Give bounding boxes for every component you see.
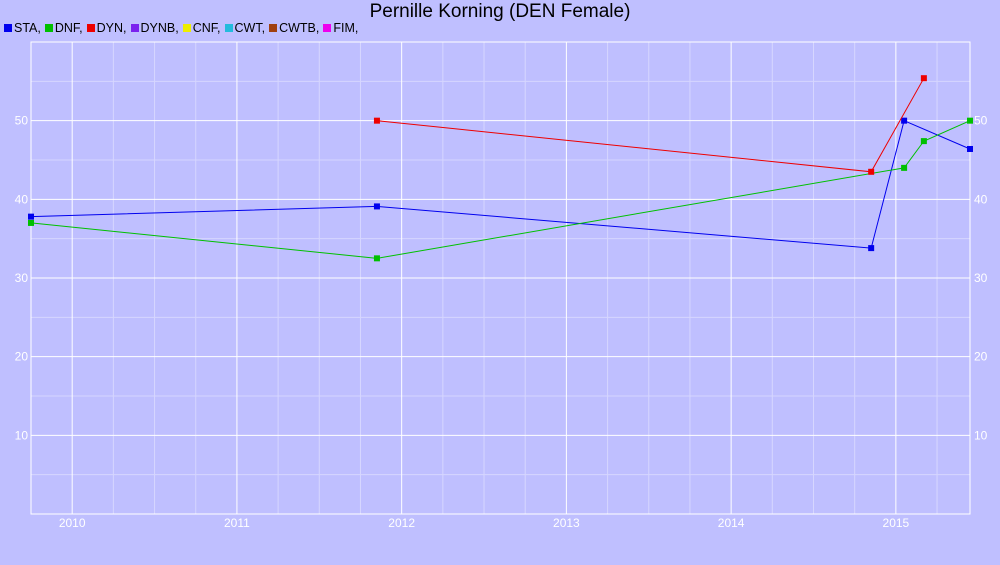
legend-item-cnf: CNF, (182, 21, 221, 35)
x-tick-label: 2015 (883, 516, 910, 530)
legend-label-cwt: CWT, (234, 21, 266, 35)
legend-swatch-cnf (182, 24, 191, 32)
data-point-dyn (868, 168, 875, 175)
data-point-dyn (920, 75, 927, 82)
legend-item-dynb: DYNB, (130, 21, 179, 35)
data-point-dnf (901, 164, 908, 171)
y-tick-label-right: 10 (974, 428, 988, 442)
legend: STA, DNF, DYN, DYNB, CNF, CWT, CWTB, FIM, (4, 21, 362, 35)
legend-swatch-fim (323, 24, 332, 32)
series-line-dnf (30, 120, 971, 259)
legend-label-sta: STA, (14, 21, 41, 35)
legend-label-dyn: DYN, (96, 21, 127, 35)
y-tick-label-right: 50 (974, 114, 988, 128)
legend-swatch-cwtb (269, 24, 278, 32)
y-tick-label-right: 20 (974, 350, 988, 364)
data-point-sta (373, 203, 380, 210)
data-point-dyn (373, 117, 380, 124)
legend-label-cnf: CNF, (192, 21, 221, 35)
data-point-dnf (920, 138, 927, 145)
data-point-sta (901, 117, 908, 124)
y-tick-label-left: 30 (15, 271, 29, 285)
y-tick-label-left: 40 (15, 192, 29, 206)
data-point-dnf (28, 219, 34, 226)
legend-item-cwtb: CWTB, (269, 21, 319, 35)
series-line-sta (30, 119, 971, 249)
legend-label-fim: FIM, (333, 21, 359, 35)
legend-swatch-cwt (224, 24, 233, 32)
data-point-dnf (373, 255, 380, 262)
plot-frame (30, 41, 971, 515)
x-tick-label: 2010 (59, 516, 86, 530)
y-tick-label-right: 40 (974, 192, 988, 206)
legend-item-dnf: DNF, (44, 21, 83, 35)
legend-swatch-sta (4, 24, 12, 32)
y-tick-label-left: 10 (15, 428, 29, 442)
legend-label-dnf: DNF, (54, 21, 83, 35)
x-tick-label: 2014 (718, 516, 745, 530)
data-point-sta (28, 213, 34, 220)
y-tick-label-left: 50 (15, 114, 29, 128)
legend-label-dynb: DYNB, (140, 21, 179, 35)
y-tick-label-right: 30 (974, 271, 988, 285)
legend-swatch-dyn (86, 24, 95, 32)
data-point-sta (868, 245, 875, 252)
x-tick-label: 2013 (553, 516, 580, 530)
legend-swatch-dnf (44, 24, 53, 32)
data-point-sta (967, 145, 973, 152)
chart-title: Pernille Korning (DEN Female) (369, 1, 631, 22)
series-line-dyn (376, 77, 925, 173)
legend-swatch-dynb (130, 24, 139, 32)
data-point-dnf (967, 117, 973, 124)
y-tick-label-left: 20 (15, 350, 29, 364)
x-tick-label: 2012 (388, 516, 415, 530)
legend-item-dyn: DYN, (86, 21, 127, 35)
legend-label-cwtb: CWTB, (279, 21, 320, 35)
legend-item-fim: FIM, (323, 21, 358, 35)
legend-item-sta: STA, (4, 21, 41, 35)
legend-item-cwt: CWT, (224, 21, 266, 35)
x-tick-label: 2011 (224, 516, 250, 530)
